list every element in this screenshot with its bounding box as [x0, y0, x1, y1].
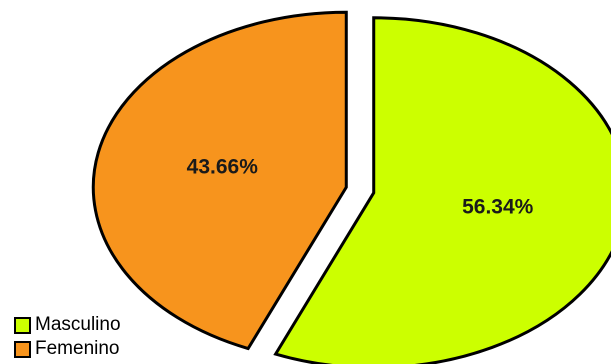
legend-label-femenino: Femenino	[35, 337, 120, 361]
legend-item-femenino: Femenino	[14, 337, 121, 361]
legend-swatch-femenino	[14, 341, 31, 358]
legend-label-masculino: Masculino	[35, 313, 121, 337]
slice-label-masculino: 56.34%	[462, 196, 534, 219]
legend: Masculino Femenino	[14, 313, 121, 361]
legend-item-masculino: Masculino	[14, 313, 121, 337]
legend-swatch-masculino	[14, 317, 31, 334]
pie-slices	[93, 12, 611, 364]
slice-label-femenino: 43.66%	[187, 155, 259, 178]
